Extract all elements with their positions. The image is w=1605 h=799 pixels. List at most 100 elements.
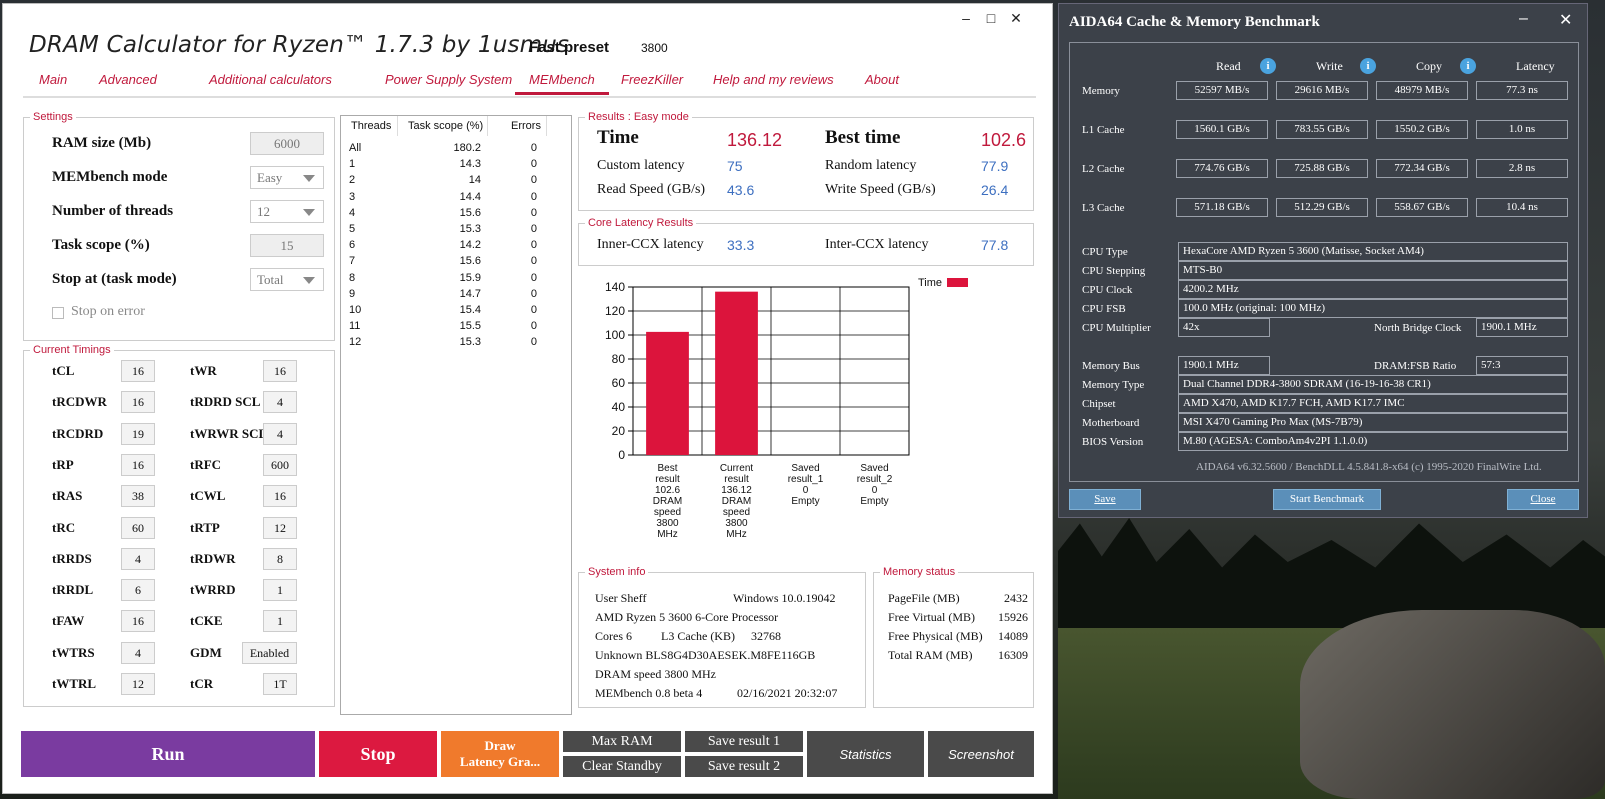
task-scope-input[interactable]: 15 <box>250 234 324 257</box>
bench-latency-value: 2.8 ns <box>1476 159 1568 178</box>
x-category-label-line: 102.6 <box>655 485 680 496</box>
timing-value[interactable]: 16 <box>121 453 155 476</box>
timing-value[interactable]: 16 <box>121 391 155 414</box>
thread-errors: 0 <box>530 320 537 333</box>
stop-at-select[interactable]: Total <box>250 268 324 291</box>
screenshot-button[interactable]: Screenshot <box>928 731 1034 777</box>
thread-scope: 15.6 <box>459 206 481 219</box>
thread-id: 12 <box>349 336 362 349</box>
membench-mode-select[interactable]: Easy <box>250 166 324 189</box>
thread-id: 3 <box>349 190 356 203</box>
timing-value[interactable]: 16 <box>121 360 155 382</box>
bench-row-label: L1 Cache <box>1082 124 1125 136</box>
timing-value[interactable]: 4 <box>263 422 297 445</box>
x-category-label: Current result 136.12 DRAM speed 3800 MHz <box>720 463 754 540</box>
x-category-label-line: MHz <box>657 529 678 540</box>
memory-status-value: 2432 <box>988 591 1028 606</box>
start-benchmark-button[interactable]: Start Benchmark <box>1273 489 1381 510</box>
y-tick-label: 80 <box>612 352 626 366</box>
timing-value[interactable]: 4 <box>263 391 297 414</box>
column-divider <box>397 116 398 136</box>
threads-select[interactable]: 12 <box>250 200 324 223</box>
max-ram-button[interactable]: Max RAM <box>563 731 681 752</box>
menu-power-supply[interactable]: Power Supply System <box>385 72 513 87</box>
timing-value[interactable]: 60 <box>121 516 155 539</box>
thread-id: 10 <box>349 304 362 316</box>
timing-value[interactable]: 6 <box>121 579 155 602</box>
info-icon[interactable]: i <box>1260 58 1276 74</box>
timing-value[interactable]: 16 <box>121 610 155 633</box>
aida-footer: AIDA64 v6.32.5600 / BenchDLL 4.5.841.8-x… <box>1196 461 1542 473</box>
timing-value[interactable]: 19 <box>121 422 155 445</box>
legend-label: Time <box>918 277 942 289</box>
thread-id: 4 <box>349 206 356 219</box>
timing-value[interactable]: 600 <box>263 453 297 476</box>
run-button[interactable]: Run <box>21 731 315 777</box>
thread-scope: 14.2 <box>459 239 481 252</box>
thread-id: 8 <box>349 271 356 284</box>
timing-value[interactable]: 4 <box>121 547 155 570</box>
cpu-stepping-value: MTS-B0 <box>1178 261 1568 280</box>
clear-standby-button[interactable]: Clear Standby <box>563 756 681 777</box>
ram-module: Unknown BLS8G4D30AESEK.M8FE116GB <box>595 648 816 662</box>
statistics-button[interactable]: Statistics <box>807 731 924 777</box>
minimize-icon[interactable]: – <box>1519 10 1528 27</box>
timing-label: tRRDS <box>52 550 92 566</box>
save-result-1-button[interactable]: Save result 1 <box>685 731 803 752</box>
maximize-icon[interactable]: □ <box>986 10 996 26</box>
custom-latency-value: 75 <box>727 158 743 174</box>
save-result-2-button[interactable]: Save result 2 <box>685 756 803 777</box>
thread-errors: 0 <box>530 336 537 349</box>
thread-errors: 0 <box>530 190 537 203</box>
timing-value[interactable]: 1 <box>263 579 297 602</box>
bench-copy-value: 772.34 GB/s <box>1376 159 1468 178</box>
aida-close-button[interactable]: Close <box>1507 489 1579 510</box>
x-category-label-line: result <box>655 474 680 485</box>
menu-help[interactable]: Help and my reviews <box>713 72 834 87</box>
errors-header: Errors <box>511 120 541 132</box>
stop-button[interactable]: Stop <box>319 731 437 777</box>
thread-errors: 0 <box>530 206 537 219</box>
x-category-label: Saved result_1 0 Empty <box>788 463 824 507</box>
timing-label: tWTRL <box>52 676 97 691</box>
info-icon[interactable]: i <box>1360 58 1376 74</box>
cpu-stepping-label: CPU Stepping <box>1082 265 1146 277</box>
draw-latency-graph-button[interactable]: Draw Latency Gra... <box>441 731 559 777</box>
timing-value[interactable]: 16 <box>263 360 297 382</box>
nb-clock-label: North Bridge Clock <box>1374 322 1462 334</box>
menu-additional-calculators[interactable]: Additional calculators <box>209 72 332 87</box>
timing-value[interactable]: 12 <box>121 673 155 695</box>
bench-write-value: 783.55 GB/s <box>1276 120 1368 139</box>
timing-value[interactable]: 1T <box>263 673 297 695</box>
menu-advanced[interactable]: Advanced <box>99 72 157 87</box>
memory-type-value: Dual Channel DDR4-3800 SDRAM (16-19-16-3… <box>1178 375 1568 394</box>
aida-save-button[interactable]: Save <box>1069 489 1141 510</box>
results-group: Results : Easy mode Time 136.12 Best tim… <box>578 111 1034 211</box>
timing-label: tCL <box>52 363 75 378</box>
random-latency-value: 77.9 <box>981 158 1009 174</box>
menu-main[interactable]: Main <box>39 72 68 87</box>
info-icon[interactable]: i <box>1460 58 1476 74</box>
menu-about[interactable]: About <box>865 72 899 87</box>
timing-value[interactable]: 8 <box>263 547 297 570</box>
timing-value[interactable]: 38 <box>121 485 155 508</box>
ram-size-input[interactable]: 6000 <box>250 132 324 155</box>
menu-freezkiller[interactable]: FreezKiller <box>621 72 684 87</box>
close-icon[interactable]: ✕ <box>1559 12 1573 29</box>
bench-write-value: 29616 MB/s <box>1276 81 1368 100</box>
inner-ccx-value: 33.3 <box>727 237 755 253</box>
y-tick-label: 100 <box>605 328 625 342</box>
thread-scope: 14.4 <box>459 190 481 203</box>
write-speed-label: Write Speed (GB/s) <box>825 182 936 197</box>
close-icon[interactable]: ✕ <box>1010 10 1022 26</box>
timing-value[interactable]: 16 <box>263 485 297 508</box>
stop-on-error-checkbox[interactable] <box>52 307 64 319</box>
timing-value[interactable]: Enabled <box>242 641 297 664</box>
timing-value[interactable]: 1 <box>263 610 297 633</box>
bench-row-label: L3 Cache <box>1082 202 1125 214</box>
timing-value[interactable]: 4 <box>121 641 155 664</box>
timing-value[interactable]: 12 <box>263 516 297 539</box>
minimize-icon[interactable]: – <box>962 10 970 26</box>
menu-membench[interactable]: MEMbench <box>515 72 609 95</box>
